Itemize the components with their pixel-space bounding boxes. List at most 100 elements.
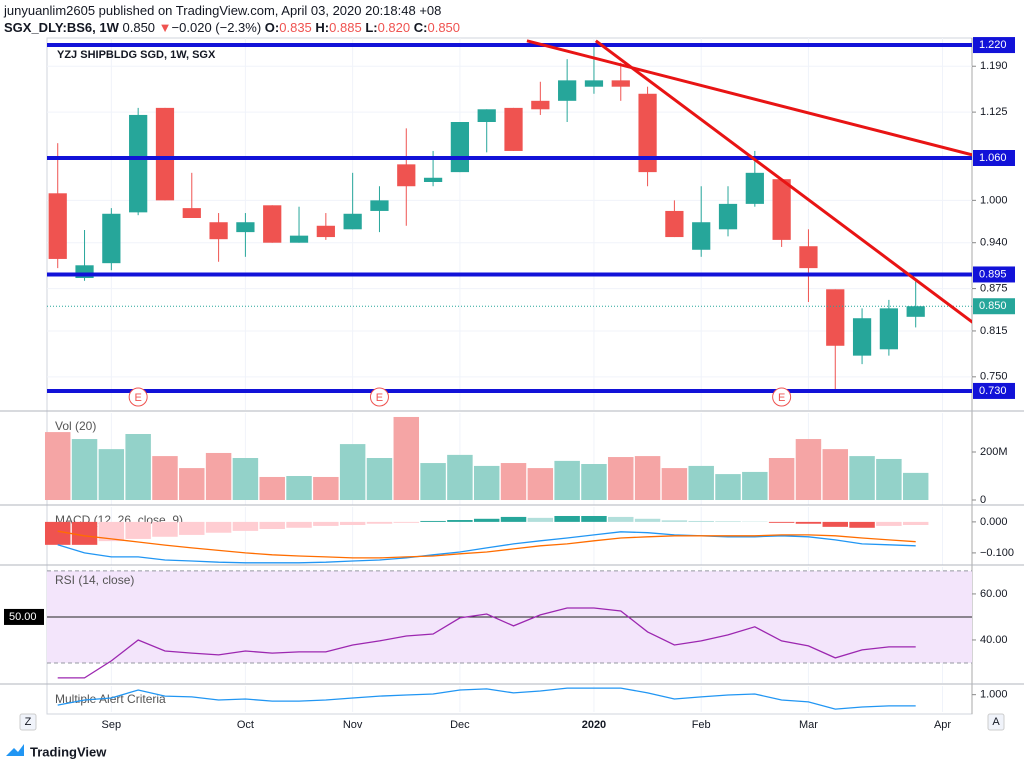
macd-histogram-bar bbox=[527, 517, 554, 522]
candle-body bbox=[397, 164, 416, 187]
level-label: 0.895 bbox=[979, 268, 1007, 280]
candle-body bbox=[504, 107, 523, 151]
y-tick-label: 0.815 bbox=[980, 325, 1008, 337]
volume-bar bbox=[500, 463, 527, 501]
y-tick-label: 0 bbox=[980, 494, 986, 506]
candle-body bbox=[236, 222, 255, 233]
candle-body bbox=[343, 213, 362, 230]
candle-body bbox=[879, 308, 898, 350]
macd-histogram-bar bbox=[447, 520, 473, 522]
macd-histogram-bar bbox=[902, 521, 929, 525]
last-value-box bbox=[973, 298, 1015, 315]
event-label: E bbox=[778, 392, 785, 404]
ohlc-key: L: bbox=[365, 20, 378, 35]
volume-bar bbox=[420, 463, 446, 501]
ohlc-value: 0.835 bbox=[279, 20, 312, 35]
candle-body bbox=[584, 80, 604, 87]
volume-bar bbox=[634, 456, 661, 501]
ohlc-key: O: bbox=[264, 20, 280, 35]
candle-body bbox=[611, 80, 630, 87]
macd-histogram-bar bbox=[500, 516, 527, 522]
symbol: SGX_DLY:BS6, 1W bbox=[4, 20, 119, 35]
candle-body bbox=[129, 114, 148, 213]
logo-icon bbox=[6, 744, 24, 756]
macd-histogram-bar bbox=[286, 521, 312, 528]
ohlc-key: H: bbox=[315, 20, 330, 35]
volume-bar bbox=[152, 456, 178, 501]
macd-histogram-bar bbox=[366, 521, 393, 524]
y-tick-label: 0.000 bbox=[980, 516, 1008, 528]
volume-bar bbox=[822, 449, 848, 501]
volume-bar bbox=[715, 474, 741, 501]
candle-body bbox=[423, 177, 443, 182]
y-tick-label: 0.940 bbox=[980, 237, 1008, 249]
macd-histogram-bar bbox=[608, 516, 634, 522]
midline-label: 50.00 bbox=[9, 611, 37, 623]
candle-body bbox=[182, 208, 201, 218]
event-marker bbox=[369, 387, 389, 407]
candle-body bbox=[48, 193, 67, 259]
candle-body bbox=[102, 213, 121, 264]
pane-title: Multiple Alert Criteria bbox=[55, 692, 166, 706]
volume-bar bbox=[849, 456, 875, 501]
volume-bar bbox=[902, 472, 929, 501]
candle-body bbox=[289, 235, 309, 243]
candle-body bbox=[906, 306, 925, 317]
series-line bbox=[57, 607, 916, 679]
level-label: 1.060 bbox=[979, 152, 1007, 164]
midline-box bbox=[4, 608, 44, 625]
auto-button[interactable] bbox=[987, 713, 1005, 731]
series-line bbox=[57, 531, 916, 564]
macd-histogram-bar bbox=[44, 521, 71, 545]
volume-bar bbox=[393, 416, 420, 501]
y-tick-label: 0.875 bbox=[980, 282, 1008, 294]
volume-bar bbox=[98, 449, 125, 501]
candle-body bbox=[692, 222, 711, 250]
candle-body bbox=[665, 210, 684, 238]
candle-body bbox=[263, 205, 282, 243]
macd-histogram-bar bbox=[795, 521, 822, 524]
ohlc-value: 0.850 bbox=[427, 20, 461, 35]
event-marker bbox=[772, 387, 792, 407]
macd-histogram-bar bbox=[339, 521, 366, 525]
level-box bbox=[973, 382, 1015, 399]
volume-bar bbox=[339, 444, 366, 501]
x-tick-label: 2020 bbox=[582, 719, 606, 731]
macd-histogram-bar bbox=[473, 518, 500, 522]
y-tick-label: 0.750 bbox=[980, 371, 1008, 383]
y-tick-label: −0.100 bbox=[980, 547, 1014, 559]
macd-histogram-bar bbox=[232, 521, 259, 531]
volume-bar bbox=[581, 464, 607, 501]
volume-bar bbox=[608, 457, 634, 501]
x-tick-label: Mar bbox=[799, 719, 818, 731]
macd-histogram-bar bbox=[688, 520, 714, 522]
volume-bar bbox=[205, 452, 232, 501]
event-label: E bbox=[376, 392, 383, 404]
zoom-button[interactable] bbox=[19, 713, 37, 731]
quote-line: SGX_DLY:BS6, 1W 0.850 ▼−0.020 (−2.3%) O:… bbox=[4, 19, 460, 36]
candle-body bbox=[852, 318, 872, 356]
y-tick-label: 60.00 bbox=[980, 588, 1008, 600]
macd-histogram-bar bbox=[259, 521, 285, 530]
change: −0.020 (−2.3%) bbox=[171, 20, 262, 35]
macd-histogram-bar bbox=[634, 518, 661, 522]
pane-title: Vol (20) bbox=[55, 419, 96, 433]
level-box bbox=[973, 150, 1015, 166]
candle-body bbox=[477, 109, 496, 122]
volume-bar bbox=[313, 476, 339, 501]
volume-bar bbox=[232, 458, 259, 501]
macd-histogram-bar bbox=[876, 521, 902, 526]
volume-bar bbox=[179, 468, 205, 501]
candle-body bbox=[316, 225, 335, 238]
candle-body bbox=[772, 179, 791, 240]
volume-bar bbox=[44, 432, 71, 501]
zoom-label: Z bbox=[25, 716, 32, 728]
macd-histogram-bar bbox=[554, 515, 580, 522]
ohlc-value: 0.885 bbox=[329, 20, 362, 35]
macd-histogram-bar bbox=[125, 521, 151, 539]
volume-bar bbox=[259, 476, 285, 501]
y-tick-label: 1.000 bbox=[980, 689, 1008, 701]
volume-bar bbox=[688, 465, 714, 501]
arrow: ▼ bbox=[158, 20, 172, 35]
